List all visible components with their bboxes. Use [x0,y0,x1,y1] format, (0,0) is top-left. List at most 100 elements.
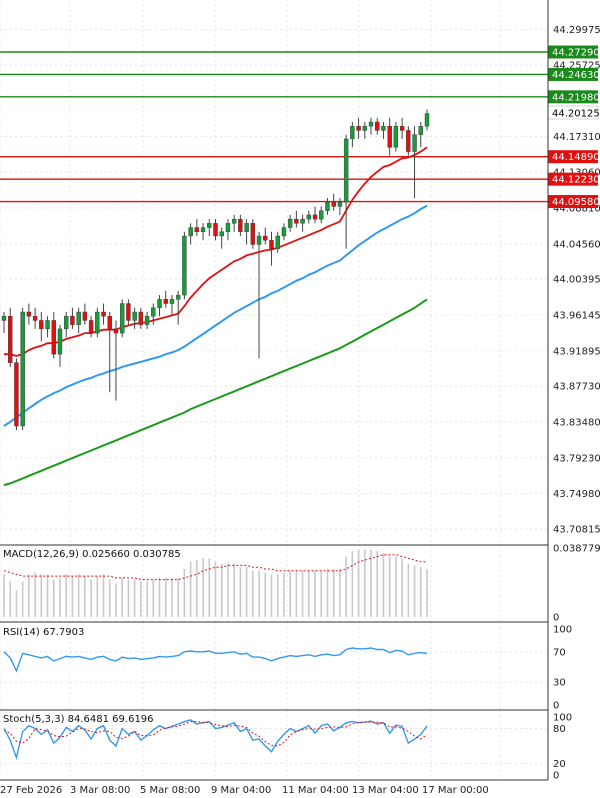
candle-body [312,214,318,220]
candle-body [70,316,75,325]
candle-body [151,307,156,317]
candle-body [101,311,106,317]
price-tick-label: 43.87730 [553,382,600,393]
candle-body [424,113,430,127]
candle-body [256,235,262,245]
support-resistance-lines [0,51,548,203]
stoch-title: Stoch(5,3,3) 84.6481 69.6196 [3,714,154,725]
candle-body [287,218,293,228]
candle-body [45,320,50,330]
time-tick-label: 13 Mar 04:00 [352,785,419,796]
rsi-tick-label: 0 [553,701,559,712]
time-tick-label: 27 Feb 2026 [0,785,62,796]
support-label: 44.09580 [552,197,600,208]
candle-body [119,303,125,334]
candle-body [8,316,13,363]
candle-body [26,311,32,317]
price-tick-label: 44.04560 [553,239,600,250]
candle-body [126,303,131,321]
stoch-tick-label: 80 [553,724,566,735]
candle-body [219,231,224,237]
rsi-axis: 100 70 30 0 [553,625,572,712]
time-tick-label: 5 Mar 08:00 [140,785,200,796]
candle-body [107,316,112,330]
candle-body [325,202,330,211]
candle-body [319,210,324,220]
macd-histogram [3,549,428,617]
moving-averages [3,146,428,487]
candle-body [144,316,150,325]
candle-body [375,121,380,131]
time-tick-label: 9 Mar 04:00 [211,785,271,796]
stoch-tick-label: 20 [553,759,566,770]
main-pane[interactable]: 44.2997544.2572544.1731044.1306044.08810… [0,0,600,545]
candle-body [368,121,374,127]
candle-body [294,218,299,224]
candle-body [138,311,144,325]
candle-body [14,362,19,427]
support-label-bg [548,150,598,164]
candle-body [387,126,392,148]
candle-body [418,126,423,135]
candle-body [275,235,280,249]
price-tick-label: 44.29975 [553,25,600,36]
candle-body [231,218,237,224]
candle-body [238,218,243,232]
candle-body [225,223,231,232]
candle-body [331,202,336,207]
price-tick-label: 43.96145 [553,310,600,321]
stoch-tick-label: 100 [553,713,572,724]
rsi-grid [0,622,548,710]
candlesticks [1,109,430,431]
candle-body [88,320,94,334]
candle-body [132,311,137,321]
price-tick-label: 43.91895 [553,346,600,357]
price-tick-label: 43.70815 [553,524,600,535]
candle-body [306,214,312,220]
rsi-tick-label: 30 [553,678,566,689]
candle-body [32,316,38,321]
macd-axis: 0.038779 0 [553,544,600,624]
level-labels: 44.27290 44.24630 44.21980 44.14890 44.12230… [548,45,600,209]
candle-body [51,320,56,355]
resistance-label: 44.27290 [552,47,600,58]
rsi-line [3,647,428,673]
stoch-k-line [3,719,428,761]
candle-body [175,294,181,300]
main-grid [0,0,548,545]
support-label-bg [548,172,598,186]
time-axis: 27 Feb 2026 3 Mar 08:00 5 Mar 08:00 9 Mar 0… [0,785,489,796]
candle-body [213,223,218,237]
candle-body [113,328,119,334]
resistance-label-bg [548,45,598,59]
candle-body [300,218,305,224]
rsi-title: RSI(14) 67.7903 [3,627,84,638]
price-tick-label: 43.74980 [553,489,600,500]
resistance-label-bg [548,90,598,104]
candle-body [163,299,168,304]
candle-body [362,126,367,131]
stoch-grid [0,710,548,780]
rsi-tick-label: 70 [553,647,566,658]
price-tick-label: 43.79230 [553,453,600,464]
candle-body [200,227,206,232]
resistance-label: 44.24630 [552,70,600,81]
candle-body [194,227,200,232]
macd-pane[interactable]: MACD(12,26,9) 0.025660 0.030785 0.038779… [0,544,600,624]
rsi-pane[interactable]: RSI(14) 67.7903 100 70 30 0 [0,622,572,712]
stoch-tick-label: 0 [553,771,559,782]
candle-body [343,138,349,203]
candle-body [399,126,405,131]
stoch-lines [3,719,428,761]
candle-body [269,240,274,249]
pane-separators [0,0,549,781]
price-tick-label: 44.08810 [553,204,600,215]
rsi-tick-label: 100 [553,625,572,636]
candle-body [207,223,212,228]
candle-body [281,227,287,237]
candle-body [244,223,249,232]
support-label: 44.12230 [552,175,600,186]
